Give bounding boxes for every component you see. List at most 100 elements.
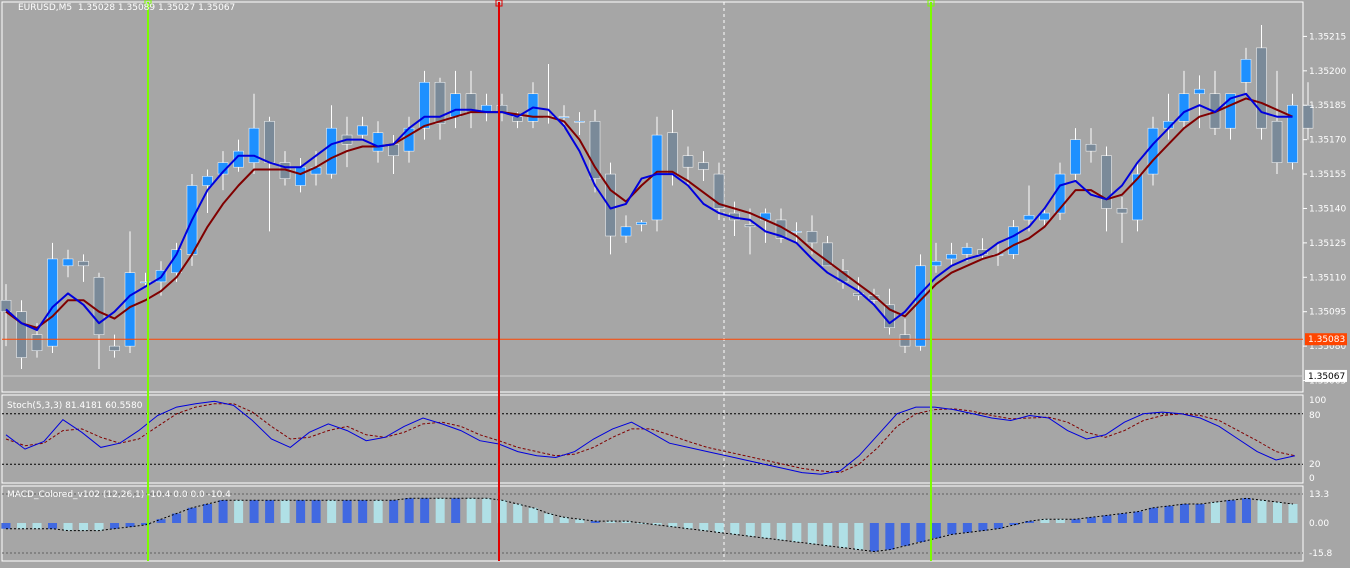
macd-axis-label: -15.8 bbox=[1309, 549, 1333, 559]
candle-body bbox=[78, 260, 89, 267]
macd-histogram-bar bbox=[17, 523, 27, 529]
vertical-marker-handle[interactable] bbox=[927, 0, 935, 7]
slow-moving-average-line bbox=[5, 97, 1293, 329]
candle-body bbox=[233, 150, 244, 168]
macd-histogram-bar bbox=[373, 500, 383, 523]
macd-histogram-bar bbox=[962, 523, 972, 533]
candle-body bbox=[744, 224, 756, 228]
stoch-header: Stoch(5,3,3) 81.4181 60.5580 bbox=[7, 401, 143, 411]
candle-body bbox=[1240, 59, 1252, 83]
candle-body bbox=[1101, 155, 1112, 209]
macd-histogram-bar bbox=[125, 523, 135, 527]
macd-histogram-bar bbox=[203, 504, 213, 523]
vertical-marker-handle[interactable] bbox=[495, 0, 503, 7]
candle-body bbox=[1085, 143, 1097, 152]
macd-histogram-bar bbox=[1133, 511, 1143, 523]
macd-axis-label: 0.00 bbox=[1309, 519, 1329, 529]
candle-body bbox=[31, 334, 43, 351]
macd-histogram-bar bbox=[885, 523, 895, 550]
macd-histogram-bar bbox=[978, 523, 988, 531]
candle-body bbox=[915, 265, 926, 347]
current-price-tag bbox=[1305, 333, 1347, 346]
macd-histogram-bar bbox=[32, 523, 42, 529]
macd-histogram-bar bbox=[1009, 523, 1019, 525]
candle-body bbox=[806, 231, 818, 244]
candle-body bbox=[961, 247, 973, 255]
candle-body bbox=[16, 311, 27, 358]
macd-histogram-bar bbox=[1040, 519, 1050, 523]
macd-histogram-bar bbox=[280, 500, 290, 523]
macd-histogram-bar bbox=[869, 523, 879, 552]
price-axis-label: 1.35140 bbox=[1309, 204, 1346, 214]
macd-histogram-bar bbox=[249, 500, 259, 523]
macd-axis-label: 13.3 bbox=[1309, 490, 1329, 500]
macd-header: MACD_Colored_v102 (12,26,1) -10.4 0.0 0.… bbox=[7, 490, 231, 500]
candle-body bbox=[1302, 104, 1314, 129]
price-axis-label: 1.35095 bbox=[1309, 308, 1346, 318]
candle-body bbox=[1256, 47, 1267, 129]
candle-body bbox=[1070, 139, 1081, 175]
macd-histogram-bar bbox=[745, 523, 755, 537]
macd-histogram-bar bbox=[435, 498, 445, 523]
macd-histogram-bar bbox=[327, 500, 337, 523]
macd-histogram-bar bbox=[947, 523, 957, 535]
stoch-axis-label: 100 bbox=[1309, 396, 1326, 406]
macd-histogram-bar bbox=[141, 523, 151, 525]
macd-histogram-bar bbox=[156, 519, 166, 523]
candle-body bbox=[1023, 215, 1035, 221]
macd-histogram-bar bbox=[761, 523, 771, 539]
candle-body bbox=[636, 221, 647, 225]
candle-body bbox=[1008, 226, 1019, 255]
candle-body bbox=[620, 226, 632, 237]
macd-histogram-bar bbox=[172, 513, 182, 523]
candle-body bbox=[1287, 104, 1298, 163]
macd-histogram-bar bbox=[699, 523, 709, 531]
candle-body bbox=[1116, 208, 1128, 214]
macd-histogram-bar bbox=[94, 523, 104, 531]
candle-body bbox=[202, 176, 213, 186]
candle-body bbox=[62, 258, 74, 267]
stoch-axis-label: 80 bbox=[1309, 411, 1321, 421]
price-axis-label: 1.35215 bbox=[1309, 32, 1346, 42]
macd-histogram-bar bbox=[1055, 519, 1065, 523]
price-axis-label: 1.35185 bbox=[1309, 101, 1346, 111]
macd-histogram-bar bbox=[590, 521, 600, 523]
macd-histogram-bar bbox=[714, 523, 724, 533]
macd-histogram-bar bbox=[1086, 517, 1096, 523]
vertical-marker-handle[interactable] bbox=[144, 0, 152, 7]
macd-histogram-bar bbox=[993, 523, 1003, 529]
candle-body bbox=[450, 93, 461, 117]
macd-histogram-bar bbox=[1210, 502, 1220, 523]
macd-histogram-bar bbox=[451, 498, 461, 523]
candle-body bbox=[264, 121, 275, 163]
macd-histogram-bar bbox=[916, 523, 926, 542]
macd-histogram-bar bbox=[807, 523, 817, 544]
macd-histogram-bar bbox=[606, 521, 616, 523]
candle-body bbox=[1194, 88, 1205, 95]
macd-histogram-bar bbox=[1117, 513, 1127, 523]
candle-body bbox=[589, 121, 601, 179]
bid-price-tag bbox=[1305, 369, 1347, 382]
candle-body bbox=[47, 258, 58, 347]
candle-body bbox=[1039, 212, 1050, 221]
macd-histogram-bar bbox=[1148, 507, 1158, 523]
price-axis-label: 1.35170 bbox=[1309, 136, 1346, 146]
macd-histogram-bar bbox=[296, 500, 306, 523]
candle-body bbox=[217, 162, 229, 175]
candle-body bbox=[388, 143, 399, 156]
macd-histogram-bar bbox=[823, 523, 833, 546]
candle-body bbox=[822, 242, 833, 267]
price-axis-label: 1.35125 bbox=[1309, 239, 1346, 249]
candle-body bbox=[248, 127, 260, 163]
macd-histogram-bar bbox=[683, 523, 693, 529]
candle-body bbox=[605, 173, 616, 237]
macd-histogram-bar bbox=[218, 500, 228, 523]
candle-body bbox=[357, 125, 368, 136]
macd-histogram-bar bbox=[1164, 505, 1174, 523]
macd-histogram-bar bbox=[497, 500, 507, 523]
macd-histogram-bar bbox=[637, 523, 647, 524]
macd-histogram-bar bbox=[900, 523, 910, 546]
macd-signal-line bbox=[6, 497, 1294, 553]
macd-histogram-bar bbox=[528, 507, 538, 523]
